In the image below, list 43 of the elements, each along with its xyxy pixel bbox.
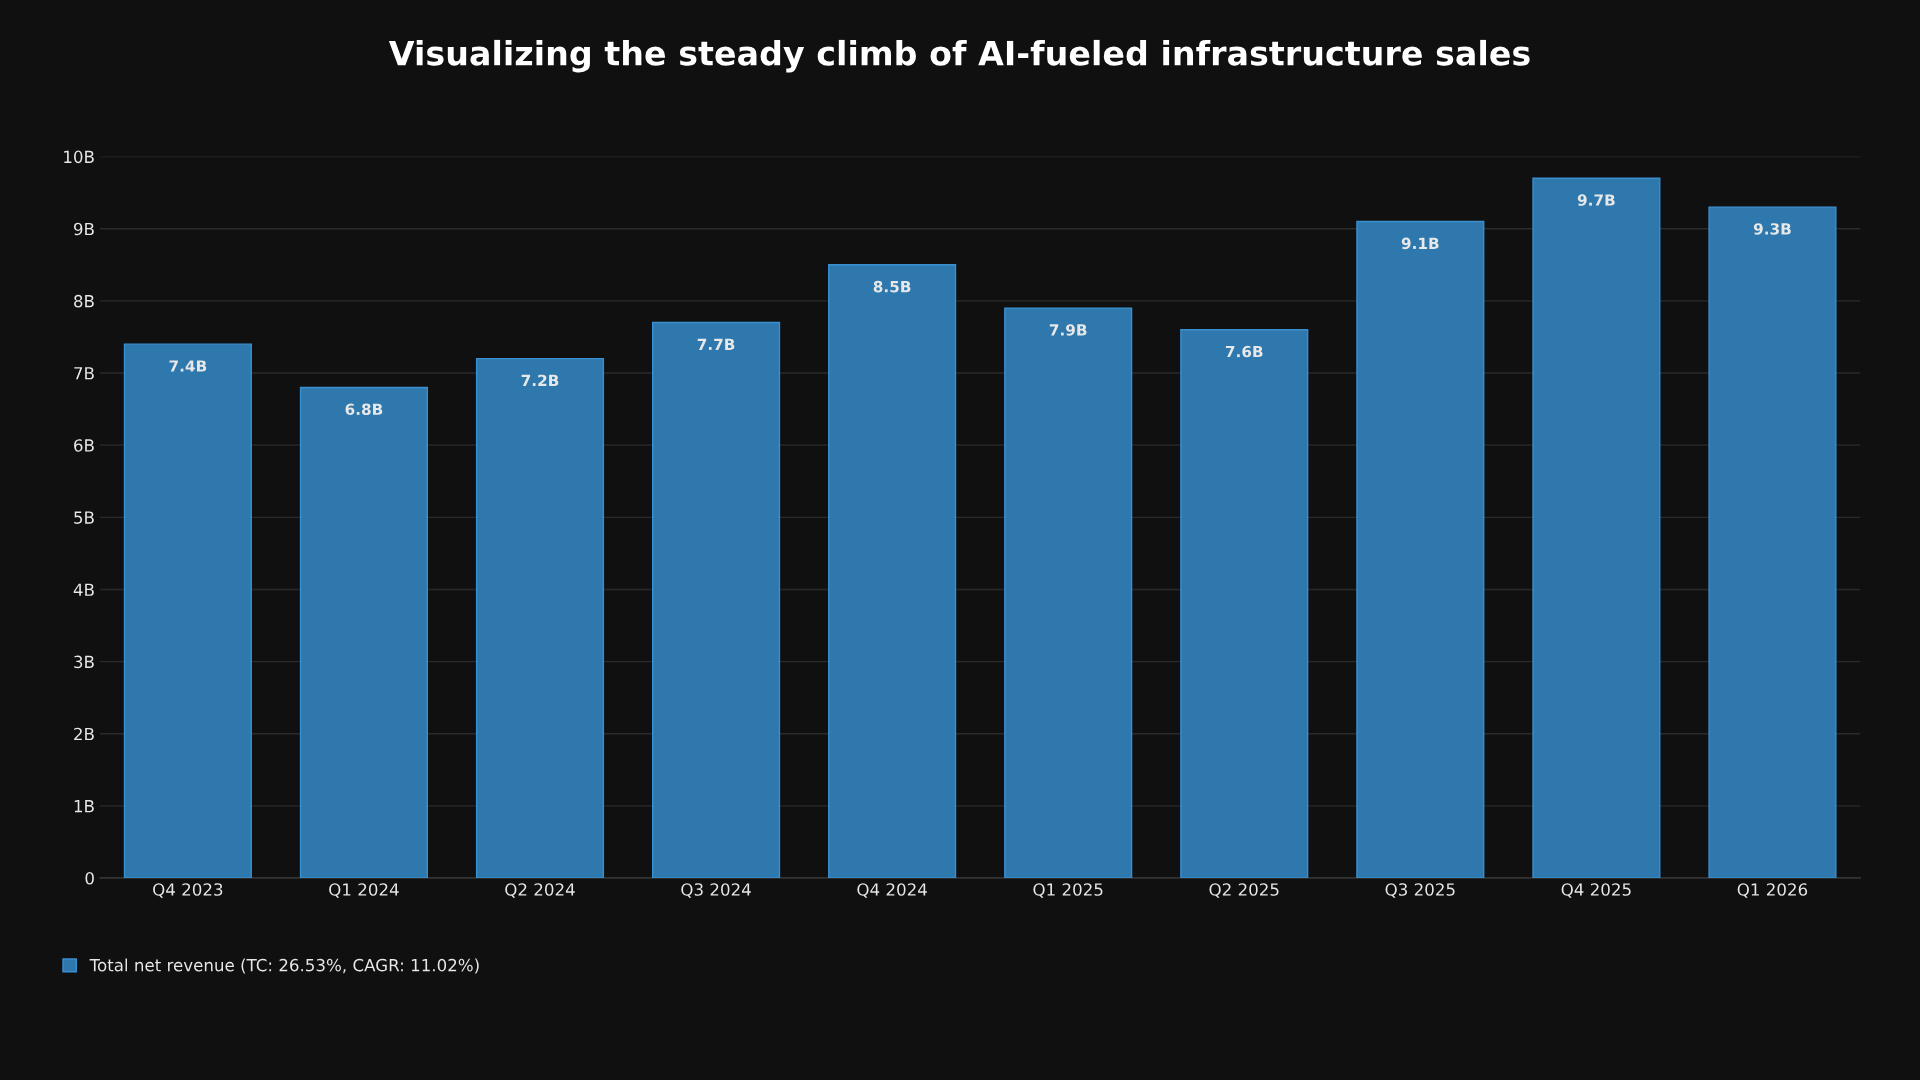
x-tick-label: Q1 2026 <box>1737 883 1808 898</box>
bar <box>475 357 605 879</box>
bar <box>1004 307 1133 879</box>
data-label: 7.9B <box>1049 324 1087 336</box>
data-label: 9.3B <box>1753 223 1791 235</box>
y-tick-label: 0 <box>85 872 94 885</box>
bar <box>1180 329 1309 879</box>
data-label: 7.2B <box>521 374 559 386</box>
data-label: 7.4B <box>169 360 207 372</box>
y-tick-label: 10B <box>64 150 94 164</box>
bar <box>123 343 252 879</box>
x-tick-label: Q1 2025 <box>1033 883 1103 898</box>
bar <box>1532 177 1661 879</box>
x-tick-label: Q1 2024 <box>329 883 399 898</box>
data-label: 9.1B <box>1401 237 1439 250</box>
x-tick-label: Q3 2024 <box>681 883 751 898</box>
chart-title: Visualizing the steady climb of AI-fueled infrastructure sales <box>388 39 1530 73</box>
x-tick-label: Q4 2025 <box>1561 883 1631 898</box>
legend-label: Total net revenue (TC: 26.53%, CAGR: 11.02%) <box>89 958 479 974</box>
y-tick-label: 2B <box>74 727 94 741</box>
x-tick-label: Q4 2024 <box>857 883 927 898</box>
y-tick-label: 3B <box>74 655 94 669</box>
data-label: 7.6B <box>1225 345 1263 358</box>
y-tick-label: 9B <box>73 222 94 236</box>
y-tick-label: 5B <box>74 511 94 524</box>
bar <box>828 264 957 879</box>
data-label: 9.7B <box>1577 194 1615 206</box>
x-tick-label: Q3 2025 <box>1385 883 1455 898</box>
x-tick-label: Q2 2025 <box>1209 883 1279 898</box>
bar <box>651 321 781 879</box>
data-label: 7.7B <box>697 338 735 350</box>
y-tick-label: 4B <box>73 583 94 596</box>
bar <box>1356 220 1485 879</box>
x-tick-label: Q4 2023 <box>153 883 223 898</box>
y-tick-label: 6B <box>74 439 94 452</box>
y-tick-label: 1B <box>74 800 94 813</box>
bar <box>1708 206 1837 879</box>
y-tick-label: 7B <box>74 367 94 380</box>
x-tick-label: Q2 2024 <box>505 883 575 898</box>
data-label: 6.8B <box>345 403 383 416</box>
data-label: 8.5B <box>873 280 911 293</box>
bar <box>299 386 429 879</box>
y-tick-label: 8B <box>74 294 94 308</box>
